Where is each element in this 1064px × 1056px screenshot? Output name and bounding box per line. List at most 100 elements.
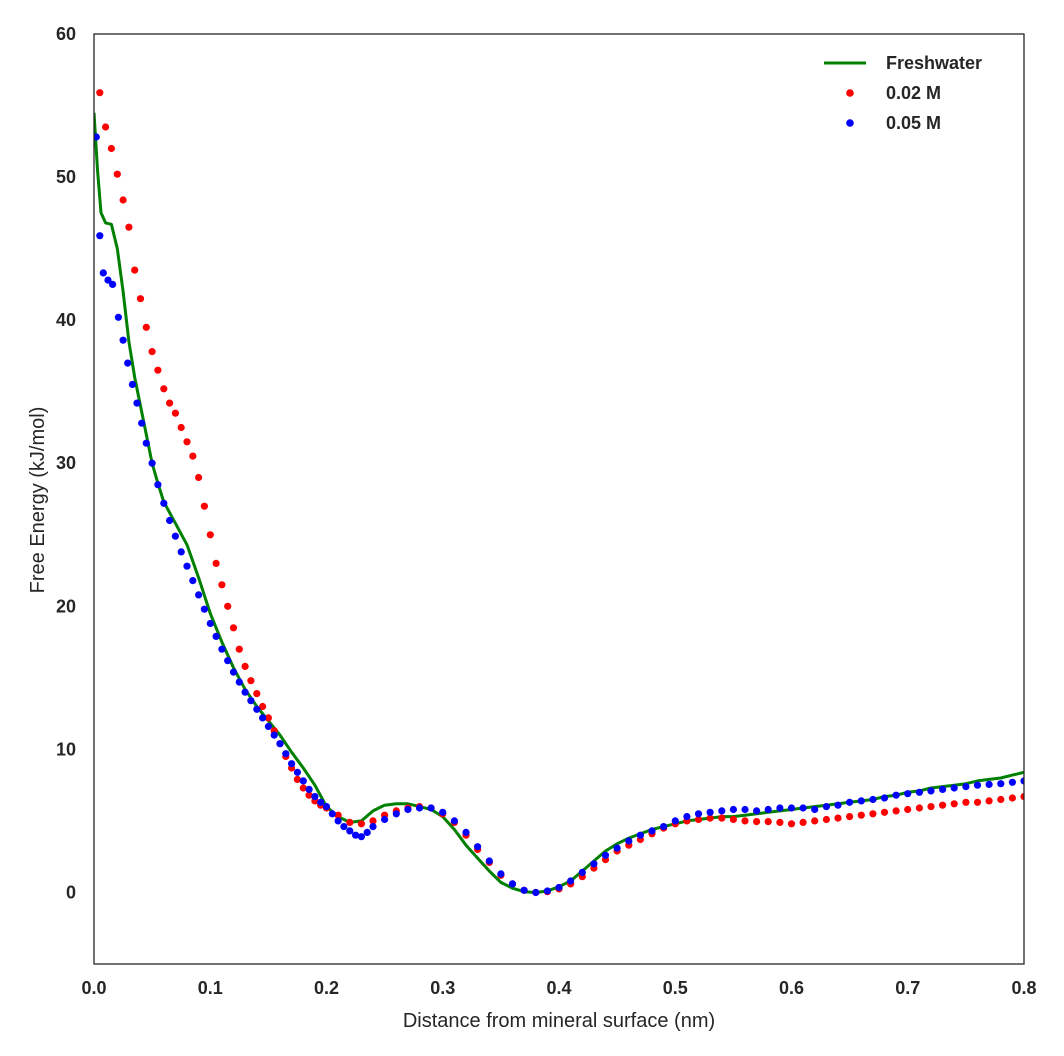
data-point [799, 818, 807, 827]
data-point [241, 688, 249, 696]
data-point [247, 697, 255, 705]
data-point [834, 814, 842, 822]
data-point [109, 280, 117, 288]
data-point [776, 804, 784, 812]
data-point [915, 788, 924, 796]
data-point [264, 714, 272, 722]
data-point [195, 591, 203, 599]
data-point [171, 532, 179, 540]
axis-ticks: 0.0 0.1 0.2 0.3 0.4 0.5 0.6 0.7 0.8 0 10 20 30 40 50 60 [56, 24, 1037, 998]
data-point [683, 813, 691, 821]
x-tick-label: 0.8 [1011, 978, 1036, 998]
x-tick-label: 0.4 [546, 978, 571, 998]
data-point [729, 805, 738, 814]
data-point [166, 399, 174, 407]
data-point [892, 807, 900, 815]
y-tick-label: 0 [66, 882, 76, 902]
data-point [235, 645, 243, 653]
data-point [718, 807, 726, 815]
data-point [113, 170, 121, 178]
data-point [235, 678, 243, 686]
data-point [107, 144, 115, 153]
data-point [939, 801, 947, 809]
data-point [114, 313, 122, 321]
data-point [578, 868, 586, 877]
data-point [288, 760, 296, 768]
data-point [124, 359, 132, 367]
data-point [299, 784, 307, 792]
data-point [601, 851, 610, 859]
data-point [206, 531, 214, 539]
data-point [160, 385, 168, 393]
data-point [160, 499, 168, 507]
data-point [94, 133, 100, 141]
data-point [322, 803, 331, 811]
data-point [352, 831, 360, 839]
data-point [166, 516, 174, 525]
data-point [131, 266, 139, 274]
data-point [404, 805, 412, 814]
data-point [183, 438, 191, 446]
data-point [259, 702, 267, 711]
data-point [154, 481, 162, 489]
data-point [462, 828, 470, 837]
data-point [340, 823, 348, 831]
data-point [1008, 778, 1017, 786]
data-point [427, 804, 435, 812]
data-point [787, 820, 796, 828]
legend: Freshwater 0.02 M 0.05 M [824, 53, 982, 133]
data-point [787, 804, 796, 812]
data-point [660, 823, 668, 831]
data-point [346, 827, 354, 835]
data-point [212, 632, 220, 641]
data-point [142, 439, 150, 447]
data-point [305, 791, 313, 799]
data-point [357, 820, 365, 828]
y-tick-label: 40 [56, 310, 76, 330]
data-point [119, 336, 127, 344]
data-point [997, 780, 1005, 788]
data-point [183, 562, 191, 570]
data-point [811, 817, 819, 825]
data-point [229, 624, 238, 632]
data-point [189, 577, 197, 585]
data-point [753, 807, 761, 815]
data-point [880, 794, 889, 802]
data-point [148, 459, 156, 467]
x-tick-label: 0.7 [895, 978, 920, 998]
data-point [369, 823, 377, 831]
data-point [857, 811, 865, 819]
legend-dot-marker [846, 89, 854, 97]
data-point [753, 818, 761, 826]
data-point [520, 886, 528, 894]
data-point [142, 323, 150, 331]
data-point [962, 783, 970, 791]
data-point [706, 808, 714, 816]
data-point [776, 818, 784, 827]
data-point [293, 775, 301, 784]
data-point [96, 232, 104, 240]
data-point [1020, 793, 1024, 801]
data-point [305, 785, 313, 794]
data-point [904, 790, 912, 798]
data-point [259, 714, 267, 722]
data-point [706, 814, 714, 822]
x-tick-label: 0.0 [81, 978, 106, 998]
series-line-freshwater [94, 112, 1024, 894]
data-point [997, 795, 1005, 804]
data-point [99, 269, 107, 277]
data-point [927, 787, 935, 795]
data-point [206, 619, 214, 628]
data-point [282, 750, 290, 758]
data-point [200, 502, 208, 510]
data-point [195, 473, 203, 482]
data-point [138, 419, 146, 427]
data-point [973, 798, 982, 806]
y-tick-label: 30 [56, 453, 76, 473]
y-axis-label: Free Energy (kJ/mol) [27, 407, 49, 594]
legend-label: 0.05 M [886, 113, 941, 133]
data-point [962, 798, 970, 806]
data-point [543, 887, 552, 895]
data-point [474, 843, 482, 851]
plot-frame [93, 33, 1025, 965]
